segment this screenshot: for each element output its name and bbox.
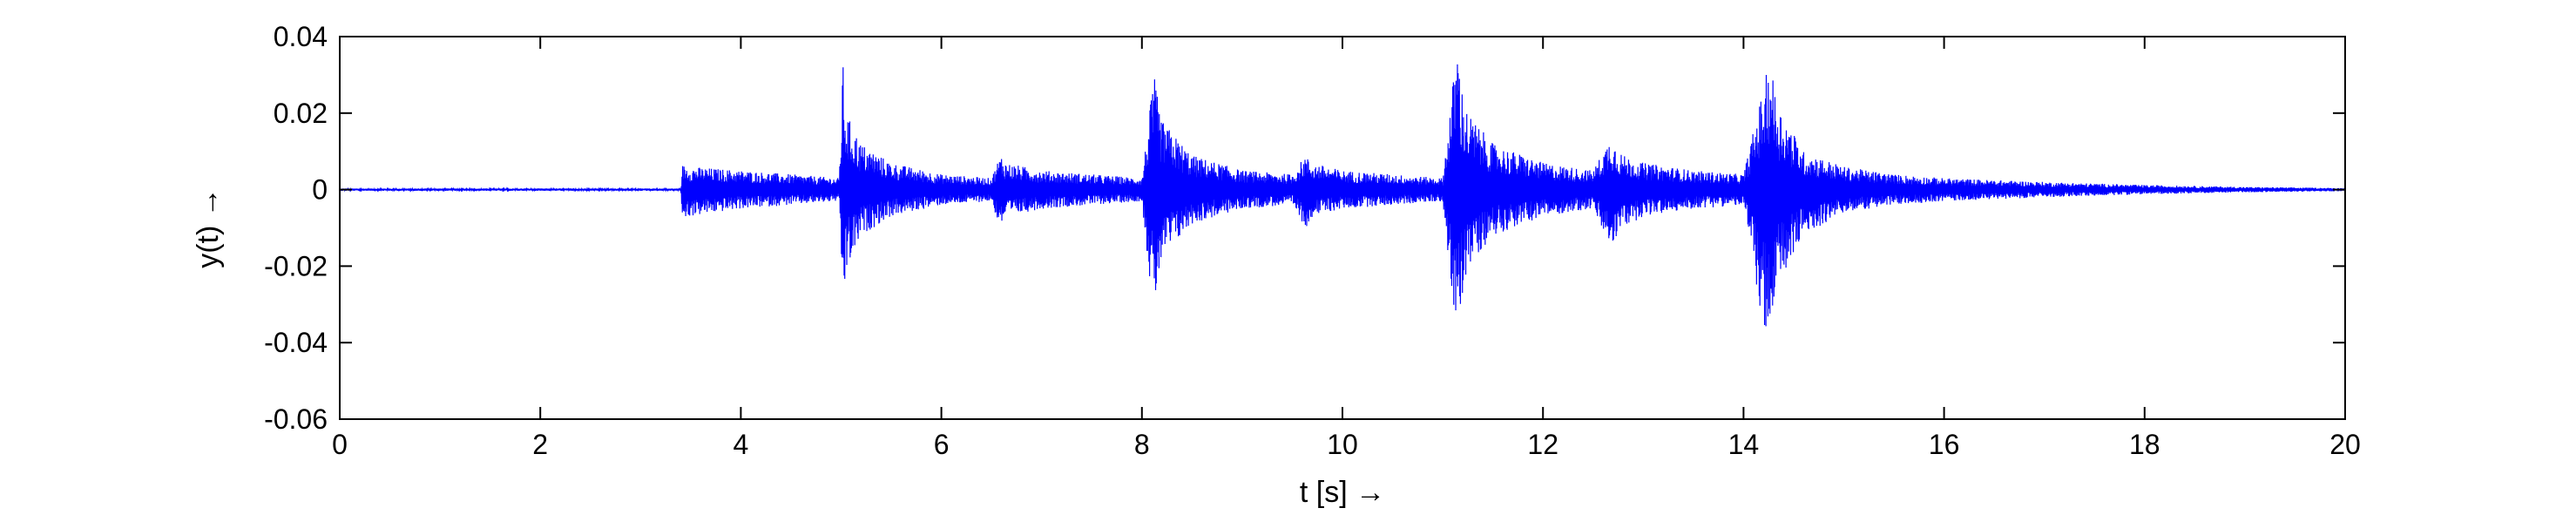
x-tick-label: 10 (1327, 429, 1358, 460)
x-tick-label: 20 (2329, 429, 2361, 460)
plot-area (339, 64, 2346, 327)
y-axis-ticks: -0.06 -0.04 -0.02 0 0.02 0.04 (264, 21, 2345, 435)
y-tick-label: -0.02 (264, 250, 328, 281)
x-tick-label: 12 (1527, 429, 1558, 460)
y-axis-label: y(t) → (192, 187, 225, 268)
x-axis-label: t [s] → (1300, 476, 1385, 509)
x-tick-label: 18 (2129, 429, 2160, 460)
x-tick-label: 8 (1134, 429, 1150, 460)
x-tick-label: 4 (734, 429, 749, 460)
y-tick-label: 0 (312, 174, 328, 206)
y-tick-label: -0.04 (264, 327, 328, 358)
x-tick-label: 16 (1929, 429, 1960, 460)
x-axis-ticks: 0 2 4 6 8 10 12 14 16 18 20 (332, 37, 2361, 460)
axes-frame (339, 36, 2346, 420)
x-tick-label: 6 (934, 429, 950, 460)
y-tick-label: 0.02 (274, 98, 328, 129)
x-tick-label: 0 (332, 429, 348, 460)
series-waveform (339, 64, 2346, 327)
x-tick-label: 2 (532, 429, 548, 460)
x-tick-label: 14 (1728, 429, 1760, 460)
y-tick-label: -0.06 (264, 403, 328, 435)
y-tick-label: 0.04 (274, 21, 328, 52)
